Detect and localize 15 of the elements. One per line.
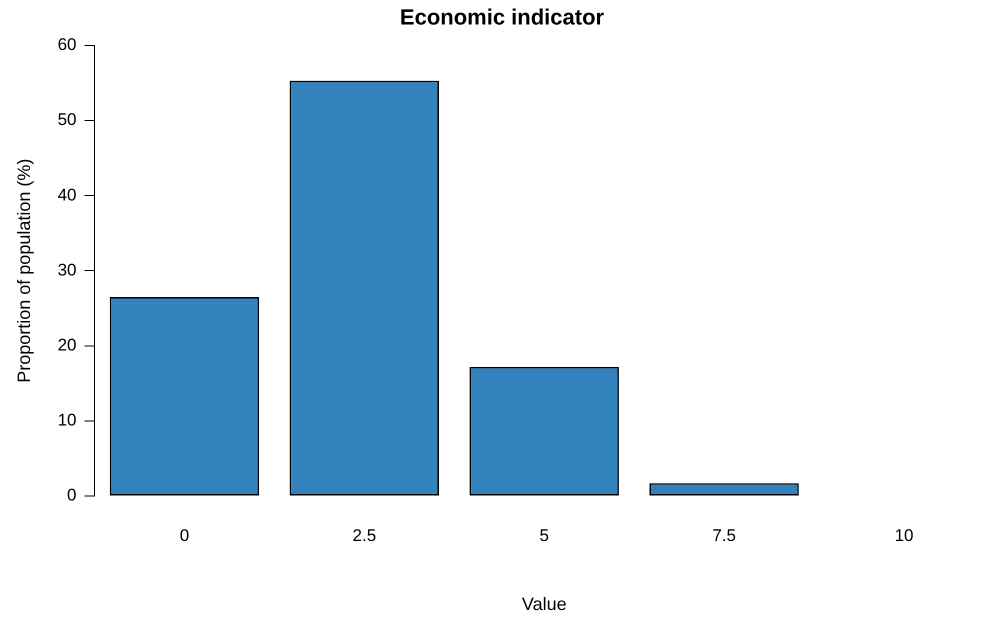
x-tick-label: 2.5 xyxy=(352,526,376,545)
y-tick-label: 60 xyxy=(58,35,77,54)
x-tick-label: 7.5 xyxy=(712,526,736,545)
y-tick-label: 50 xyxy=(58,110,77,130)
y-axis-title: Proportion of population (%) xyxy=(14,158,34,383)
y-tick-label: 0 xyxy=(67,486,77,505)
y-tick-label: 10 xyxy=(58,410,77,430)
chart-title: Economic indicator xyxy=(400,4,605,30)
x-tick-label: 0 xyxy=(180,526,190,545)
y-tick-label: 20 xyxy=(58,335,77,354)
x-tick-label: 10 xyxy=(894,526,914,545)
x-tick-label: 5 xyxy=(540,526,549,545)
y-tick-label: 40 xyxy=(58,185,77,204)
y-tick-label: 30 xyxy=(58,260,77,280)
x-axis-title: Value xyxy=(522,594,567,614)
